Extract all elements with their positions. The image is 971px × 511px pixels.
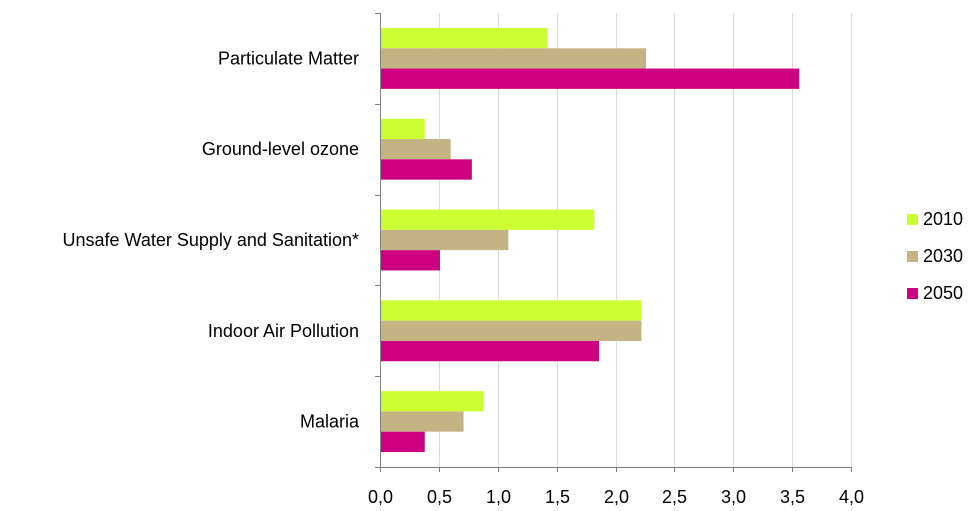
x-tick-label: 3,5 [780,487,805,506]
x-tick-label: 2,5 [662,487,687,506]
bar-malaria-2050 [380,431,425,453]
bar-ground-level-ozone-2030 [380,139,451,160]
legend-swatch-2030 [907,251,918,262]
bar-malaria-2010 [380,391,484,412]
legend-label-2010: 2010 [923,209,963,229]
tick-labels: 0,0 0,5 1,0 1,5 2,0 2,5 3,0 3,5 4,0 [368,487,864,507]
legend-swatch-2050 [907,288,918,299]
x-tick-label: 0,5 [427,487,452,506]
bar-ground-level-ozone-2050 [380,159,472,180]
x-tick-label: 1,5 [545,487,570,506]
x-tick-label: 2,0 [604,487,629,506]
x-tick-label: 4,0 [839,487,864,506]
bar-indoor-air-pollution-2050 [380,340,600,362]
bar-ground-level-ozone-2010 [380,118,425,140]
bar-indoor-air-pollution-2010 [380,300,642,321]
bar-malaria-2030 [380,411,464,432]
bar-particulate-matter-2010 [380,27,548,49]
category-labels: Particulate Matter Ground-level ozone Unsa… [62,48,359,431]
legend-label-2030: 2030 [923,246,963,266]
x-tick-label: 1,0 [486,487,511,506]
bars [380,27,800,453]
bar-particulate-matter-2030 [380,48,647,69]
category-label-indoor-air-pollution: Indoor Air Pollution [208,321,359,341]
bar-unsafe-water-supply-and-sanitation-2030 [380,229,509,251]
category-label-unsafe-water-supply-and-sanitation: Unsafe Water Supply and Sanitation* [62,230,359,250]
bar-indoor-air-pollution-2030 [380,320,642,341]
category-label-ground-level-ozone: Ground-level ozone [202,139,359,159]
bar-unsafe-water-supply-and-sanitation-2050 [380,250,441,271]
category-label-particulate-matter: Particulate Matter [218,48,359,68]
category-label-malaria: Malaria [300,412,360,432]
x-tick-label: 3,0 [721,487,746,506]
bar-unsafe-water-supply-and-sanitation-2010 [380,209,595,230]
bar-particulate-matter-2050 [380,68,800,89]
axes [375,13,852,472]
legend-label-2050: 2050 [923,283,963,303]
x-tick-label: 0,0 [368,487,393,506]
legend: 2010 2030 2050 [907,209,963,303]
legend-swatch-2010 [907,214,918,225]
